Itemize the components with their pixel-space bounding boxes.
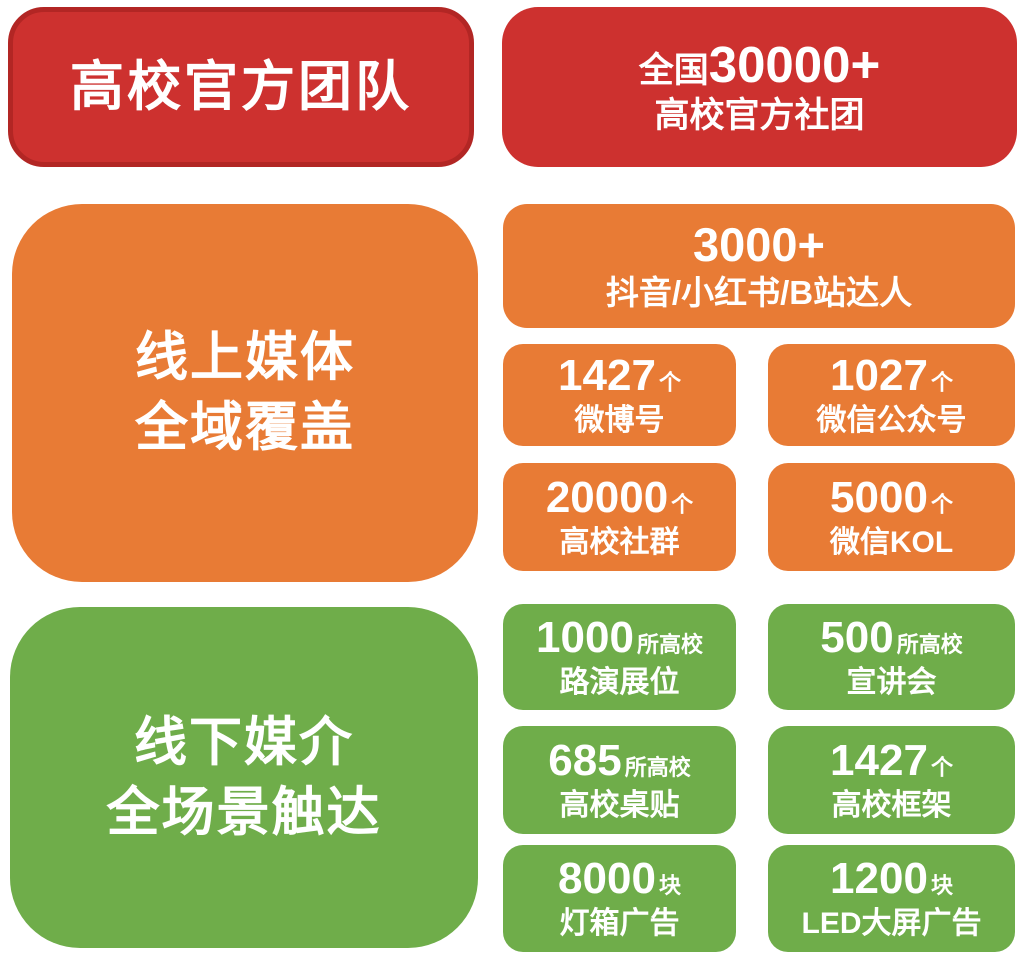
stat-unit: 个: [671, 491, 694, 517]
stat-douyin-xiaohongshu-bilibili-kol: 3000+ 抖音/小红书/B站达人: [503, 204, 1015, 328]
stat-label: 高校框架: [831, 788, 952, 822]
card-title-text: 高校官方团队: [70, 56, 412, 117]
stat-wechat-official-accounts: 1027 个 微信公众号: [768, 344, 1015, 446]
stat-label: 路演展位: [559, 665, 680, 699]
stat-label: 宣讲会: [846, 665, 937, 699]
stat-number-line: 20000 个: [545, 472, 694, 522]
stat-number-line: 685 所高校: [548, 735, 691, 785]
stat-number-line: 1427 个: [830, 735, 953, 785]
stat-number: 1000: [536, 612, 634, 662]
stat-number-line: 5000 个: [830, 472, 953, 522]
stat-number: 20000: [545, 472, 669, 522]
stat-unit: 所高校: [636, 631, 703, 657]
stat-lightbox-ads: 8000 块 灯箱广告: [503, 845, 736, 952]
stat-label: 高校桌贴: [559, 788, 680, 822]
stat-unit: 所高校: [624, 754, 691, 780]
stat-roadshow-booths: 1000 所高校 路演展位: [503, 604, 736, 710]
stat-number-line: 1427 个: [558, 350, 681, 400]
card-title-line-2: 全场景触达: [106, 782, 382, 842]
stat-label: 高校社群: [559, 525, 680, 559]
card-offline-media-title: 线下媒介 全场景触达: [10, 607, 478, 948]
stat-unit: 个: [658, 369, 681, 395]
stat-unit: 块: [658, 873, 681, 898]
stat-number-line: 8000 块: [558, 857, 681, 901]
card-title-line-2: 全域覆盖: [135, 398, 355, 457]
stat-unit: 个: [930, 369, 953, 395]
stat-label: LED大屏广告: [801, 907, 982, 940]
stat-label: 高校官方社团: [654, 96, 865, 136]
stat-career-talks: 500 所高校 宣讲会: [768, 604, 1015, 710]
stat-university-communities: 20000 个 高校社群: [503, 463, 736, 571]
stat-number: 1200: [830, 854, 928, 903]
stat-number: 3000+: [692, 218, 825, 272]
stat-prefix: 全国: [638, 51, 709, 91]
stat-label: 微信KOL: [829, 525, 954, 559]
stat-label: 微博号: [574, 403, 665, 437]
stat-unit: 所高校: [896, 631, 963, 657]
stat-unit: 个: [930, 754, 953, 780]
stat-number-line: 500 所高校: [820, 612, 963, 662]
stat-wechat-kol: 5000 个 微信KOL: [768, 463, 1015, 571]
card-title-line-1: 线下媒介: [134, 712, 354, 772]
card-university-official-team-title: 高校官方团队: [8, 7, 474, 167]
stat-official-clubs: 全国30000+ 高校官方社团: [502, 7, 1017, 167]
stat-number-line: 1000 所高校: [536, 612, 703, 662]
stat-desk-stickers: 685 所高校 高校桌贴: [503, 726, 736, 834]
stat-number-line: 1200 块: [830, 857, 953, 901]
stat-number: 500: [820, 612, 894, 662]
stat-number: 1427: [558, 350, 656, 400]
stat-number: 1427: [830, 735, 928, 785]
card-online-media-title: 线上媒体 全域覆盖: [12, 204, 478, 582]
stat-unit: 块: [930, 873, 953, 898]
stat-campus-frames: 1427 个 高校框架: [768, 726, 1015, 834]
stat-number: 685: [548, 735, 622, 785]
stat-number-line: 1027 个: [830, 350, 953, 400]
stat-weibo-accounts: 1427 个 微博号: [503, 344, 736, 446]
stat-number-line: 全国30000+: [639, 37, 881, 93]
card-title-line-1: 线上媒体: [135, 328, 355, 388]
stat-label: 灯箱广告: [559, 907, 680, 940]
stat-label: 抖音/小红书/B站达人: [605, 273, 913, 311]
stat-led-screen-ads: 1200 块 LED大屏广告: [768, 845, 1015, 952]
stat-unit: 个: [930, 491, 953, 517]
stat-number: 1027: [830, 350, 928, 400]
stat-label: 微信公众号: [816, 403, 967, 437]
stat-number: 30000+: [708, 36, 881, 94]
stat-number: 5000: [830, 472, 928, 522]
stat-number: 8000: [558, 854, 656, 903]
